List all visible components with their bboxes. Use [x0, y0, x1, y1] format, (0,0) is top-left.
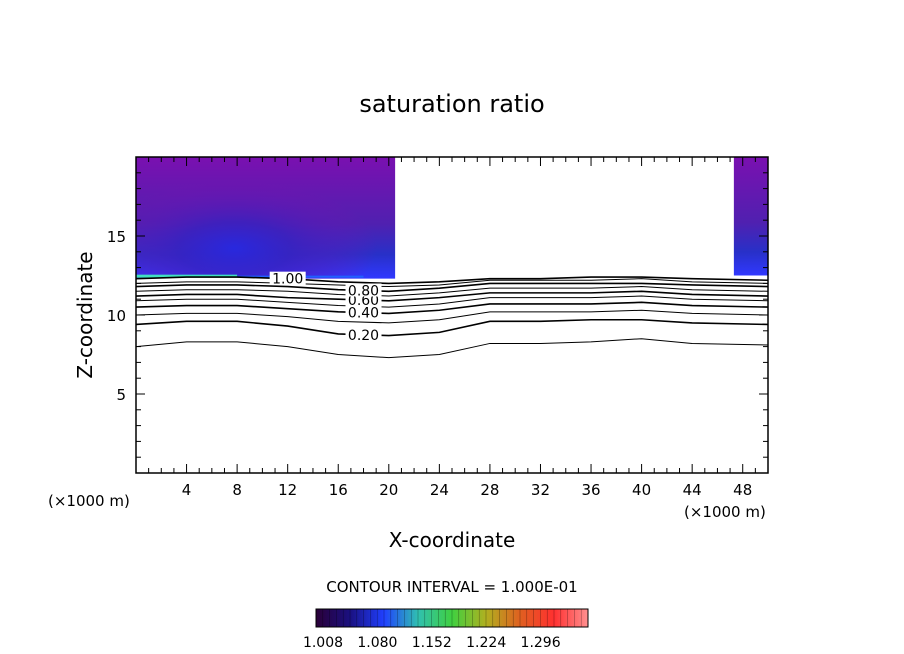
x-axis-label: X-coordinate [389, 528, 516, 552]
x-tick-label: 24 [430, 481, 449, 499]
supersaturated-region-1 [733, 157, 768, 276]
supersaturated-core [136, 157, 396, 279]
x-unit-label: (×1000 m) [684, 503, 766, 521]
contour-line-3 [136, 301, 768, 315]
contour-label-bg [345, 327, 382, 341]
x-tick-label: 40 [632, 481, 651, 499]
y-tick-label: 15 [107, 228, 126, 246]
x-tick-label: 36 [581, 481, 600, 499]
contour-lines [136, 276, 768, 359]
colorbar-labels: 1.008 1.080 1.152 1.224 1.296 [303, 635, 561, 651]
contour-label-3: 0.40 [348, 306, 379, 322]
contour-line-7 [136, 282, 768, 293]
contour-line-2 [136, 309, 768, 324]
y-tick-label: 5 [116, 386, 126, 404]
contour-line-0 [136, 338, 768, 359]
contour-interval-text: CONTOUR INTERVAL = 1.000E-01 [326, 578, 577, 596]
contour-line-6 [136, 286, 768, 297]
colorbar-label-1: 1.080 [357, 635, 397, 651]
contour-label-9: 1.00 [272, 272, 303, 288]
x-tick-label: 32 [531, 481, 550, 499]
colorbar-label-4: 1.296 [521, 635, 561, 651]
contour-line-1 [136, 318, 768, 337]
x-tick-label: 8 [232, 481, 242, 499]
x-tick-label: 16 [329, 481, 348, 499]
z-unit-label: (×1000 m) [48, 492, 130, 510]
contour-label-7: 0.80 [348, 284, 379, 300]
x-tick-label: 28 [480, 481, 499, 499]
contour-label-bg [345, 283, 382, 297]
y-tick-label: 10 [107, 307, 126, 325]
x-tick-label: 12 [278, 481, 297, 499]
x-tick-label: 20 [379, 481, 398, 499]
contour-labels: 0.20 0.400.600.80 1.00 [269, 271, 382, 344]
contour-line-8 [136, 278, 768, 288]
y-axis-label: Z-coordinate [73, 251, 97, 378]
contour-line-9 [136, 276, 768, 285]
contour-line-5 [136, 290, 768, 302]
colorbar-label-2: 1.152 [412, 635, 452, 651]
contour-label-bg [269, 271, 306, 285]
colorbar-label-3: 1.224 [466, 635, 506, 651]
contour-label-bg [345, 305, 382, 319]
colorbar-ticks [322, 609, 582, 627]
contour-label-1: 0.20 [348, 328, 379, 344]
x-tick-label: 44 [683, 481, 702, 499]
saturation-fill-layer [136, 157, 768, 279]
x-tick-label: 48 [733, 481, 752, 499]
contour-label-5: 0.60 [348, 293, 379, 309]
colorbar-label-0: 1.008 [303, 635, 343, 651]
chart-title: saturation ratio [359, 90, 544, 118]
contour-line-4 [136, 295, 768, 308]
high-saturation-band [136, 274, 238, 278]
x-tick-label: 4 [182, 481, 192, 499]
